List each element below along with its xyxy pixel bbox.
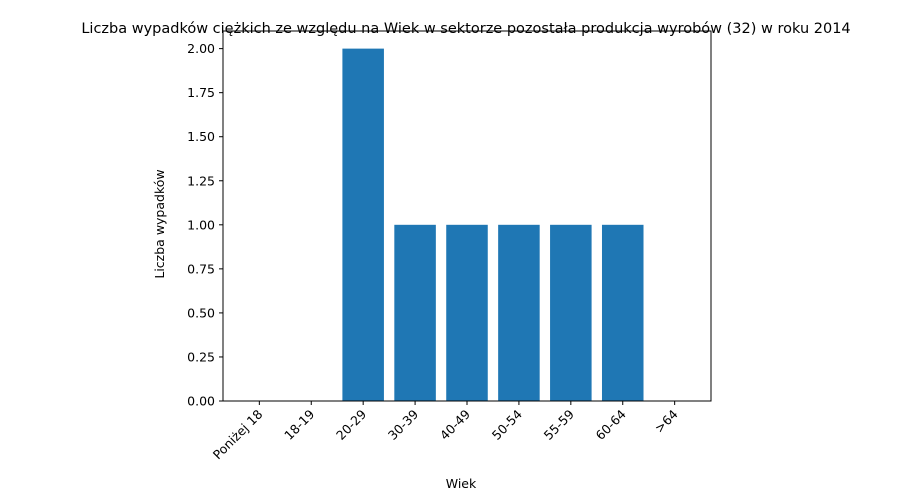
bar-40-49 — [446, 224, 488, 401]
y-axis: 0.00 0.25 0.50 0.75 1.00 1.25 1.50 1.75 2.00 — [187, 41, 223, 409]
x-tick-label: 30-39 — [385, 406, 421, 442]
y-tick-label: 1.75 — [187, 85, 215, 100]
plot-area — [222, 30, 712, 402]
y-tick-label: 0.00 — [187, 394, 215, 409]
x-axis-label: Wiek — [446, 476, 477, 491]
y-axis-label: Liczba wypadków — [152, 169, 167, 278]
bar-60-64 — [601, 224, 644, 401]
y-tick-label: 0.75 — [187, 261, 215, 276]
x-tick-label: 18-19 — [281, 406, 317, 442]
x-tick-label: 50-54 — [489, 406, 525, 442]
x-tick-label: Poniżej 18 — [210, 406, 266, 462]
x-tick-label: >64 — [652, 406, 681, 435]
bar-30-39 — [394, 224, 436, 401]
x-tick-label: 40-49 — [437, 406, 473, 442]
x-tick-label: 60-64 — [593, 406, 629, 442]
y-tick-label: 0.25 — [187, 349, 215, 364]
x-tick-label: 20-29 — [333, 406, 369, 442]
chart-title: Liczba wypadków ciężkich ze względu na W… — [81, 21, 850, 37]
bar-20-29 — [342, 48, 384, 402]
bar-55-59 — [550, 224, 592, 401]
y-tick-label: 1.00 — [187, 217, 215, 232]
y-tick-label: 0.50 — [187, 305, 215, 320]
x-axis: Poniżej 18 18-19 20-29 30-39 40-49 50-54 55-59… — [210, 401, 681, 462]
y-tick-label: 2.00 — [187, 41, 215, 56]
bar-50-54 — [498, 224, 540, 401]
y-tick-label: 1.50 — [187, 129, 215, 144]
y-tick-label: 1.25 — [187, 173, 215, 188]
x-tick-label: 55-59 — [541, 406, 577, 442]
